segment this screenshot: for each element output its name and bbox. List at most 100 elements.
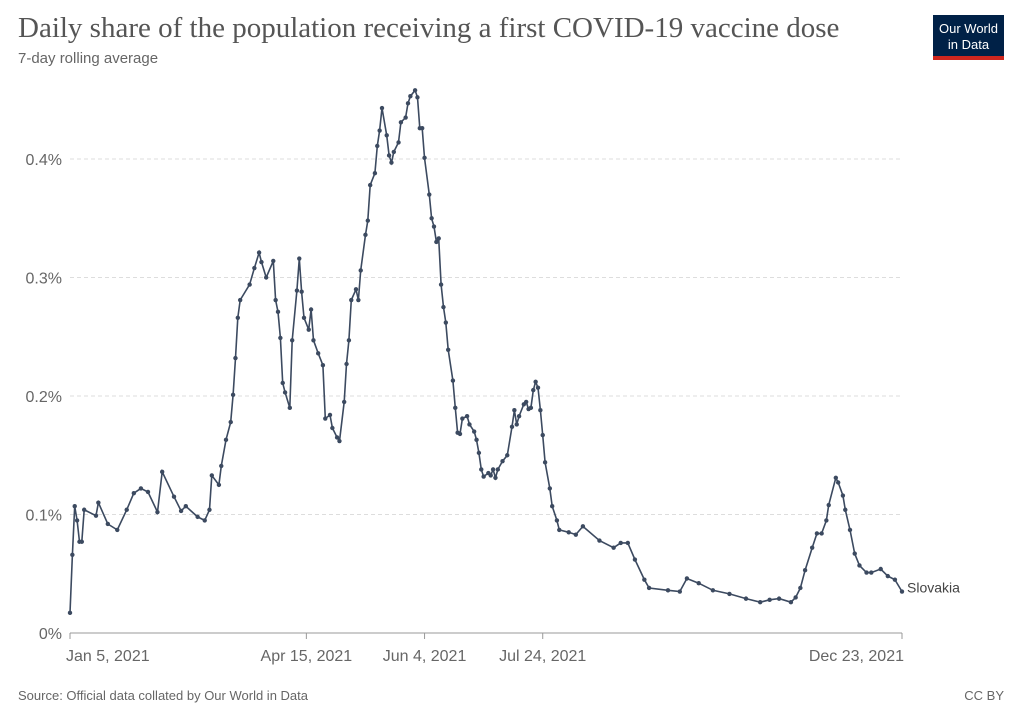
data-point	[833, 475, 839, 480]
data-point	[155, 509, 160, 515]
data-point	[237, 297, 243, 303]
data-point	[308, 307, 314, 312]
data-point	[207, 507, 212, 512]
data-point	[710, 588, 716, 593]
data-point	[516, 413, 522, 419]
data-point	[505, 453, 510, 458]
data-point	[183, 504, 189, 509]
data-point	[767, 597, 772, 603]
data-point	[124, 507, 129, 512]
data-point	[323, 416, 328, 421]
data-point	[396, 140, 401, 145]
data-point	[356, 297, 361, 303]
data-point	[677, 589, 683, 594]
data-point	[271, 258, 276, 264]
data-point	[178, 508, 184, 514]
data-point	[72, 504, 77, 509]
data-point	[171, 494, 177, 499]
data-point	[885, 573, 891, 579]
data-point	[422, 155, 427, 161]
data-point	[405, 101, 411, 106]
data-point	[297, 256, 302, 261]
data-point	[878, 566, 883, 572]
data-point	[315, 351, 321, 356]
data-point	[835, 480, 841, 485]
data-point	[282, 390, 288, 395]
data-point	[209, 473, 215, 478]
x-tick-label: Jan 5, 2021	[66, 648, 150, 665]
data-point	[788, 599, 794, 605]
data-point	[892, 577, 898, 582]
x-tick-label: Jun 4, 2021	[383, 648, 467, 665]
data-point	[798, 585, 803, 591]
data-point	[233, 355, 238, 361]
data-point	[869, 570, 874, 575]
data-point	[349, 297, 354, 303]
data-point	[535, 385, 541, 390]
data-point	[273, 297, 278, 303]
data-point	[793, 595, 798, 600]
data-point	[434, 239, 439, 245]
data-point	[363, 232, 368, 238]
data-point	[632, 557, 638, 562]
data-point	[299, 289, 304, 294]
data-point	[259, 259, 264, 265]
data-point	[542, 460, 548, 465]
data-point	[223, 437, 229, 443]
x-tick-label: Dec 23, 2021	[809, 648, 904, 665]
data-point	[474, 437, 479, 443]
data-point	[549, 504, 555, 509]
data-point	[453, 405, 458, 411]
data-point	[776, 596, 782, 601]
data-point	[438, 282, 444, 287]
data-point	[528, 405, 534, 411]
data-point	[384, 133, 389, 138]
data-point	[159, 469, 165, 475]
data-point	[696, 581, 701, 586]
data-point	[557, 527, 562, 533]
data-point	[74, 518, 80, 523]
data-point	[500, 458, 505, 464]
data-point	[294, 288, 300, 293]
data-point	[852, 551, 857, 556]
data-point	[427, 192, 432, 197]
data-point	[320, 362, 326, 368]
data-point	[819, 531, 824, 536]
data-point	[70, 552, 75, 557]
data-point	[353, 287, 359, 292]
data-point	[419, 125, 425, 131]
data-point	[523, 399, 529, 405]
data-point	[327, 412, 333, 418]
data-point	[826, 502, 831, 508]
data-point	[457, 431, 463, 437]
data-point	[263, 275, 269, 280]
data-point	[495, 467, 501, 472]
data-point	[618, 540, 623, 546]
data-point	[81, 507, 87, 512]
data-point	[625, 540, 631, 546]
data-point	[252, 265, 257, 271]
data-point	[580, 524, 586, 529]
data-point	[554, 518, 560, 523]
data-point	[899, 589, 905, 594]
data-point	[79, 539, 85, 544]
data-point	[306, 327, 311, 332]
data-point	[436, 236, 441, 241]
data-point	[219, 463, 224, 469]
owid-logo[interactable]: Our World in Data	[933, 15, 1004, 60]
data-point	[471, 429, 477, 434]
data-point	[301, 315, 307, 320]
data-point	[429, 216, 434, 221]
data-point	[138, 486, 144, 491]
data-point	[365, 218, 371, 223]
license-link[interactable]: CC BY	[964, 688, 1004, 703]
data-point	[202, 518, 207, 523]
data-point	[814, 531, 820, 536]
data-point	[481, 474, 486, 479]
y-tick-label: 0.2%	[26, 389, 62, 406]
data-point	[379, 105, 385, 111]
data-point	[275, 309, 281, 315]
data-point	[67, 610, 73, 616]
data-point	[646, 585, 652, 591]
